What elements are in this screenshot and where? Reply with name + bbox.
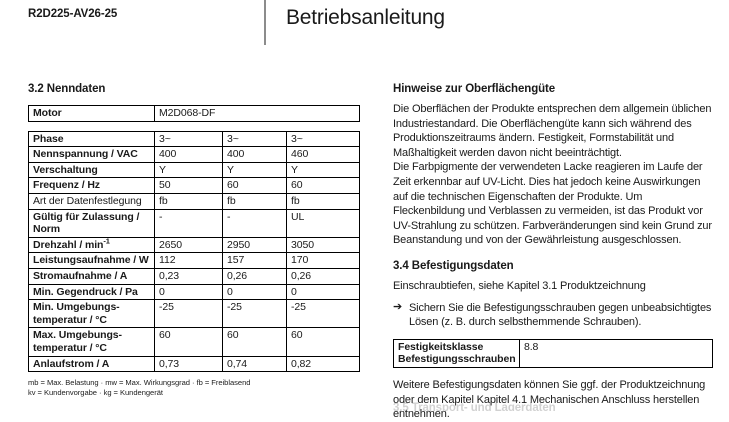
next-section-heading-cutoff: 3.5 Transport- und Lagerdaten xyxy=(393,402,556,411)
right-column: Hinweise zur Oberflächengüte Die Oberflä… xyxy=(393,83,713,422)
row-value: fb xyxy=(222,192,287,210)
table-row: Phase 3~ 3~ 3~ xyxy=(28,130,360,148)
row-value: 0 xyxy=(154,283,223,301)
surface-paragraph-1: Die Oberflächen der Produkte entsprechen… xyxy=(393,103,712,159)
row-value: -25 xyxy=(286,299,360,329)
fastener-class-value: 8.8 xyxy=(519,338,713,368)
fastening-instruction-list: ➔ Sichern Sie die Befestigungsschrauben … xyxy=(393,301,713,330)
row-label: Min. Gegendruck / Pa xyxy=(28,283,155,301)
motor-table: Motor M2D068-DF xyxy=(28,105,360,122)
footnote-line-1: mb = Max. Belastung · mw = Max. Wirkungs… xyxy=(28,378,251,388)
row-value: 0,23 xyxy=(154,267,223,285)
row-value: 50 xyxy=(154,177,223,194)
row-value: 60 xyxy=(286,177,360,194)
table-row: Frequenz / Hz 50 60 60 xyxy=(28,177,360,194)
header-divider xyxy=(264,0,266,45)
row-value: 112 xyxy=(154,252,223,269)
row-value: 0,26 xyxy=(222,267,287,285)
row-label: Anlaufstrom / A xyxy=(28,355,155,373)
row-value: 0,82 xyxy=(286,355,360,373)
table-row: Max. Umgebungs-temperatur / °C 60 60 60 xyxy=(28,327,360,357)
surface-paragraph-2: Die Farbpigmente der verwendeten Lacke r… xyxy=(393,161,712,247)
row-value: 60 xyxy=(222,327,287,357)
arrow-right-icon: ➔ xyxy=(393,301,403,314)
row-label: Phase xyxy=(28,130,155,148)
row-label: Gültig für Zulassung / Norm xyxy=(28,208,155,238)
row-label: Min. Umgebungs-temperatur / °C xyxy=(28,299,155,329)
page-title: Betriebsanleitung xyxy=(286,6,445,29)
section-heading-nenndaten: 3.2 Nenndaten xyxy=(28,83,106,95)
row-value: 460 xyxy=(286,146,360,163)
section-heading-oberflaechenguete: Hinweise zur Oberflächengüte xyxy=(393,83,556,95)
row-value: 157 xyxy=(222,252,287,269)
row-value: 400 xyxy=(154,146,223,163)
row-value: 3050 xyxy=(286,236,360,254)
row-value: 3~ xyxy=(286,130,360,148)
row-value: - xyxy=(222,208,287,238)
fastening-closing-paragraph: Weitere Befestigungsdaten können Sie ggf… xyxy=(393,378,706,421)
row-value: - xyxy=(154,208,223,238)
table-row: Festigkeitsklasse Befestigungsschrauben 8… xyxy=(393,338,713,368)
table-row: Leistungsaufnahme / W 112 157 170 xyxy=(28,252,360,269)
fastening-intro: Einschraubtiefen, siehe Kapitel 3.1 Prod… xyxy=(393,279,646,292)
row-value: 0,73 xyxy=(154,355,223,373)
list-item-label: Sichern Sie die Befestigungsschrauben ge… xyxy=(409,301,712,329)
page-header: R2D225-AV26-25 Betriebsanleitung xyxy=(0,0,729,48)
row-label: Stromaufnahme / A xyxy=(28,267,155,285)
motor-value: M2D068-DF xyxy=(154,105,360,122)
fastener-class-table: Festigkeitsklasse Befestigungsschrauben 8… xyxy=(393,338,713,368)
row-value: UL xyxy=(286,208,360,238)
row-label: Leistungsaufnahme / W xyxy=(28,252,155,269)
row-value: fb xyxy=(154,192,223,210)
row-value: 60 xyxy=(154,327,223,357)
row-value: Y xyxy=(222,161,287,179)
row-value: 0,74 xyxy=(222,355,287,373)
fastener-class-label: Festigkeitsklasse Befestigungsschrauben xyxy=(393,338,520,368)
table-footnote: mb = Max. Belastung · mw = Max. Wirkungs… xyxy=(28,378,360,398)
row-label: Nennspannung / VAC xyxy=(28,146,155,163)
row-value: -25 xyxy=(222,299,287,329)
footnote-line-2: kv = Kundenvorgabe · kg = Kundengerät xyxy=(28,388,163,398)
row-value: Y xyxy=(286,161,360,179)
row-label: Art der Datenfestlegung xyxy=(28,192,155,210)
row-label: Verschaltung xyxy=(28,161,155,179)
table-row: Gültig für Zulassung / Norm - - UL xyxy=(28,208,360,238)
table-row: Min. Umgebungs-temperatur / °C -25 -25 -25 xyxy=(28,299,360,329)
row-value: 2650 xyxy=(154,236,223,254)
document-code: R2D225-AV26-25 xyxy=(28,8,118,20)
table-row: Verschaltung Y Y Y xyxy=(28,161,360,179)
row-value: 3~ xyxy=(222,130,287,148)
row-value: 60 xyxy=(286,327,360,357)
row-label: Max. Umgebungs-temperatur / °C xyxy=(28,327,155,357)
row-label: Drehzahl / min-1 xyxy=(28,236,155,254)
table-row: Motor M2D068-DF xyxy=(28,105,360,122)
row-value: fb xyxy=(286,192,360,210)
row-value: 60 xyxy=(222,177,287,194)
table-row: Min. Gegendruck / Pa 0 0 0 xyxy=(28,283,360,301)
table-row: Drehzahl / min-1 2650 2950 3050 xyxy=(28,236,360,254)
row-value: 3~ xyxy=(154,130,223,148)
row-value: -25 xyxy=(154,299,223,329)
table-row: Stromaufnahme / A 0,23 0,26 0,26 xyxy=(28,267,360,285)
row-label: Frequenz / Hz xyxy=(28,177,155,194)
table-row: Nennspannung / VAC 400 400 460 xyxy=(28,146,360,163)
list-item: ➔ Sichern Sie die Befestigungsschrauben … xyxy=(393,301,713,330)
table-row: Anlaufstrom / A 0,73 0,74 0,82 xyxy=(28,355,360,373)
nenndaten-table: Phase 3~ 3~ 3~ Nennspannung / VAC 400 400 460 Ve… xyxy=(28,130,360,373)
row-value: 0,26 xyxy=(286,267,360,285)
row-value: Y xyxy=(154,161,223,179)
table-row: Art der Datenfestlegung fb fb fb xyxy=(28,192,360,210)
section-heading-befestigungsdaten: 3.4 Befestigungsdaten xyxy=(393,259,514,272)
row-value: 170 xyxy=(286,252,360,269)
row-value: 2950 xyxy=(222,236,287,254)
row-value: 0 xyxy=(286,283,360,301)
row-value: 400 xyxy=(222,146,287,163)
motor-label: Motor xyxy=(28,105,155,122)
row-value: 0 xyxy=(222,283,287,301)
left-column: 3.2 Nenndaten Motor M2D068-DF Phase 3~ 3~ 3… xyxy=(28,83,360,398)
